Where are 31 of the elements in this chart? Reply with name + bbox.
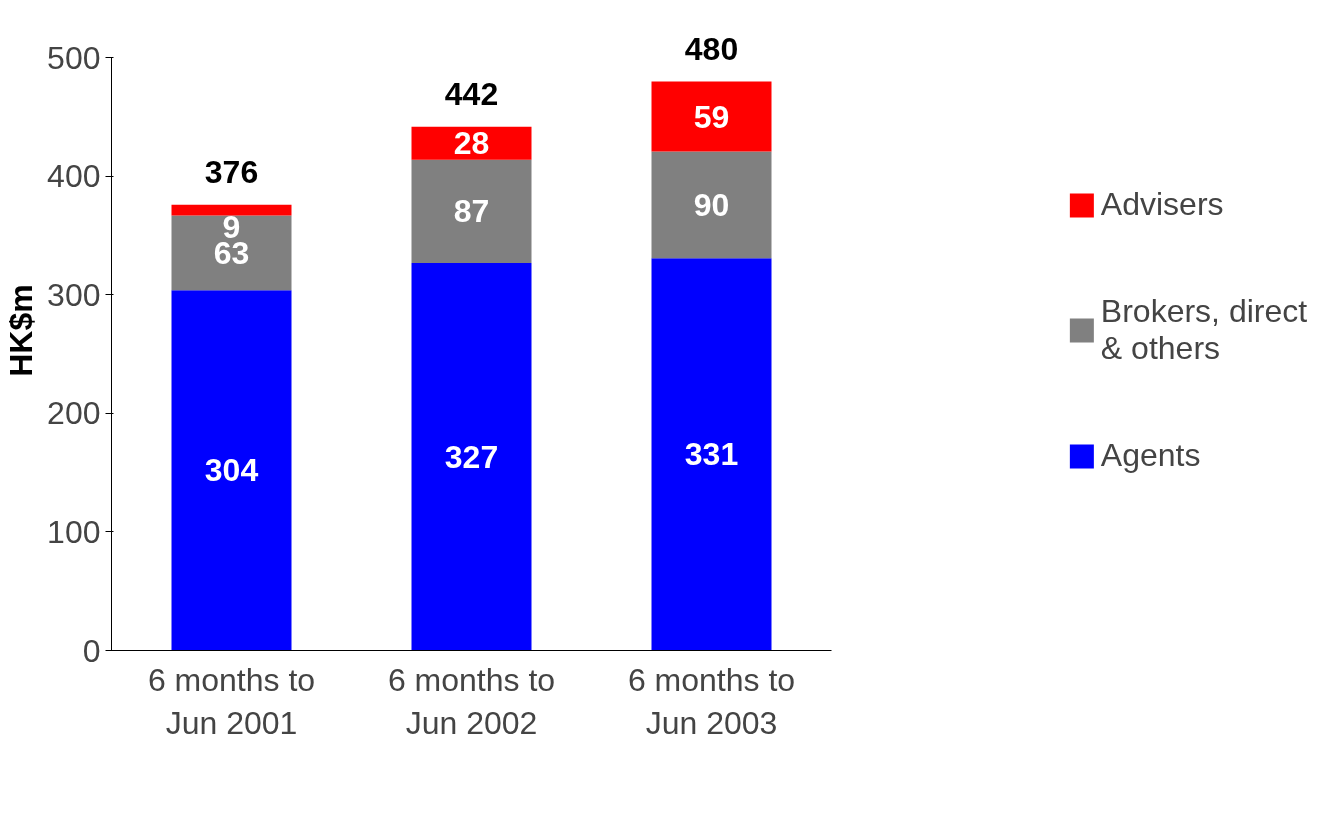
y-tick-label: 400	[47, 158, 101, 195]
bar	[411, 262, 532, 651]
bar	[651, 81, 772, 152]
bar	[171, 290, 292, 651]
data-label: 331	[684, 436, 739, 473]
y-tick-label: 0	[82, 632, 101, 669]
bar	[651, 258, 772, 651]
legend-label: Agents	[1100, 437, 1201, 474]
legend-label: Brokers, direct & others	[1100, 293, 1308, 367]
total-label: 442	[444, 75, 499, 112]
x-tick-label: 6 months to Jun 2001	[147, 661, 316, 741]
y-tick-label: 300	[47, 276, 101, 313]
data-label: 304	[204, 452, 259, 489]
bar	[411, 159, 532, 263]
x-tick-label: 6 months to Jun 2003	[627, 661, 796, 741]
y-axis-title: HK$m	[3, 284, 40, 377]
legend-label: Advisers	[1100, 186, 1224, 223]
data-label: 90	[693, 186, 730, 223]
bar	[171, 204, 292, 216]
y-tick-label: 500	[47, 39, 101, 76]
data-label: 28	[453, 125, 490, 162]
data-label: 59	[693, 98, 730, 135]
total-label: 480	[684, 30, 739, 67]
bar	[651, 151, 772, 259]
data-label: 327	[444, 438, 499, 475]
data-label: 87	[453, 193, 490, 230]
bar	[171, 215, 292, 291]
y-tick-label: 200	[47, 395, 101, 432]
total-label: 376	[204, 153, 259, 190]
y-tick-label: 100	[47, 513, 101, 550]
x-tick-label: 6 months to Jun 2002	[387, 661, 556, 741]
